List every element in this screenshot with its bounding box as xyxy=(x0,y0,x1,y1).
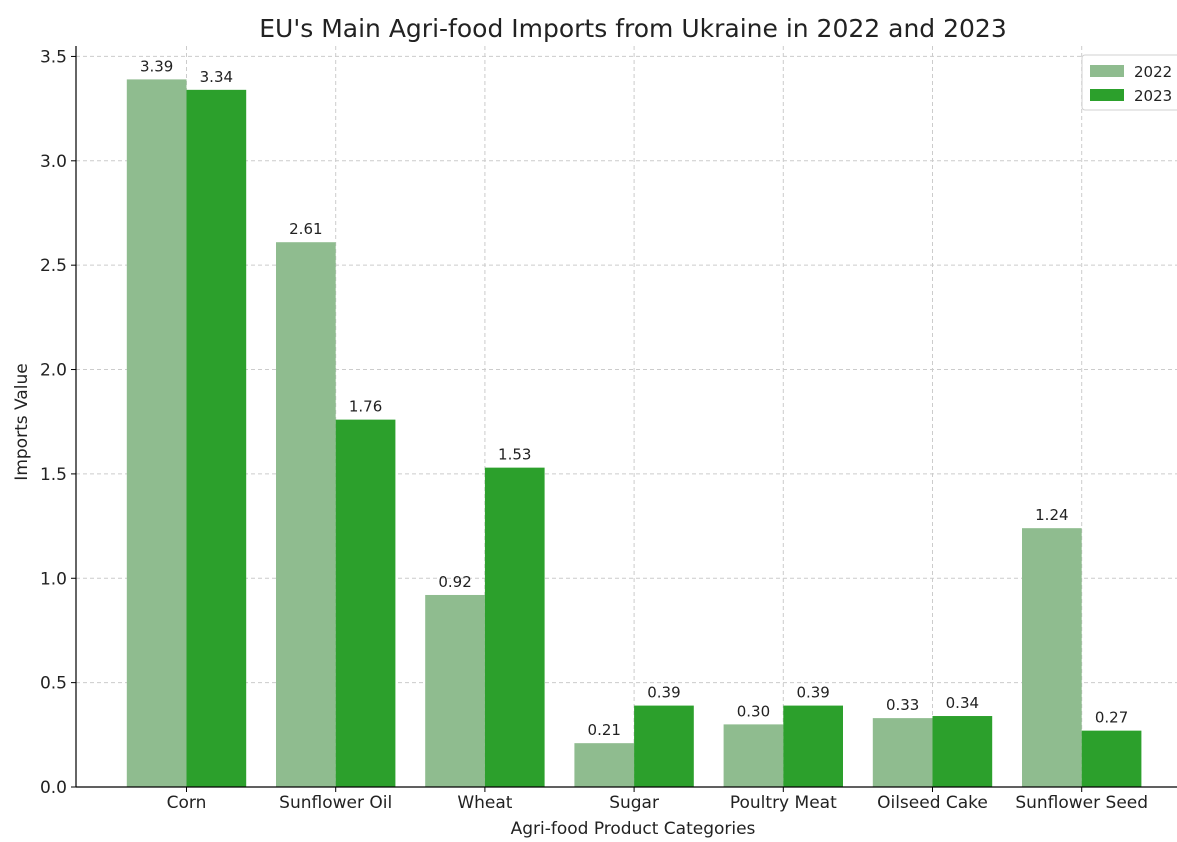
data-label: 0.33 xyxy=(886,696,919,714)
y-tick-label: 3.0 xyxy=(40,152,67,172)
y-ticks: 0.0 0.5 1.0 1.5 2.0 2.5 3.0 3.5 xyxy=(40,47,76,798)
x-tick-label: Wheat xyxy=(457,793,512,813)
bar-2022 xyxy=(872,718,933,787)
bar-2022 xyxy=(574,743,635,787)
bar-2022 xyxy=(126,79,187,787)
y-axis-title: Imports Value xyxy=(12,363,32,480)
x-tick-label: Oilseed Cake xyxy=(877,793,988,813)
data-label: 2.61 xyxy=(289,220,322,238)
x-tick-label: Corn xyxy=(167,793,207,813)
legend-label: 2022 xyxy=(1134,63,1172,81)
y-tick-label: 0.5 xyxy=(40,674,67,694)
bars xyxy=(126,79,1142,788)
x-tick-label: Sunflower Oil xyxy=(279,793,392,813)
legend-swatch xyxy=(1090,89,1124,101)
data-label: 0.39 xyxy=(647,684,680,702)
data-label: 0.34 xyxy=(946,694,979,712)
bar-2022 xyxy=(276,242,336,788)
y-tick-label: 1.0 xyxy=(40,569,67,589)
data-label: 3.39 xyxy=(140,57,173,75)
bar-2023 xyxy=(932,716,993,787)
y-tick-label: 2.0 xyxy=(40,361,67,381)
legend: 2022 2023 xyxy=(1081,54,1177,111)
chart-title: EU's Main Agri-food Imports from Ukraine… xyxy=(259,14,1006,43)
legend-label: 2023 xyxy=(1134,87,1172,105)
data-label: 0.92 xyxy=(438,573,471,591)
y-tick-label: 2.5 xyxy=(40,256,67,276)
x-axis-title: Agri-food Product Categories xyxy=(511,819,756,838)
bar-2023 xyxy=(634,705,694,787)
data-label: 0.39 xyxy=(796,684,829,702)
data-label: 0.27 xyxy=(1095,709,1128,727)
bar-2023 xyxy=(484,467,545,787)
bar-2022 xyxy=(425,594,485,787)
y-tick-label: 0.0 xyxy=(40,778,67,798)
x-tick-label: Sugar xyxy=(609,793,659,813)
data-label: 0.30 xyxy=(737,702,770,720)
bar-2023 xyxy=(186,89,247,787)
y-tick-label: 3.5 xyxy=(40,47,67,67)
data-label: 3.34 xyxy=(200,68,233,86)
bar-2022 xyxy=(723,724,784,787)
y-tick-label: 1.5 xyxy=(40,465,67,485)
bar-2022 xyxy=(1022,528,1082,787)
bar-2023 xyxy=(1081,730,1142,787)
bar-2023 xyxy=(783,705,843,787)
bar-2023 xyxy=(335,419,396,787)
data-label: 1.53 xyxy=(498,446,531,464)
x-tick-label: Poultry Meat xyxy=(730,793,837,813)
data-labels: 3.39 2.61 0.92 0.21 0.30 0.33 1.24 3.34 1.76 1.53… xyxy=(140,57,1128,739)
data-label: 1.76 xyxy=(349,398,382,416)
x-tick-label: Sunflower Seed xyxy=(1015,793,1148,813)
data-label: 0.21 xyxy=(588,721,621,739)
data-label: 1.24 xyxy=(1035,506,1068,524)
legend-swatch xyxy=(1090,65,1124,77)
x-ticks: Corn Sunflower Oil Wheat Sugar Poultry Meat O… xyxy=(167,787,1148,813)
axes xyxy=(75,46,1177,788)
